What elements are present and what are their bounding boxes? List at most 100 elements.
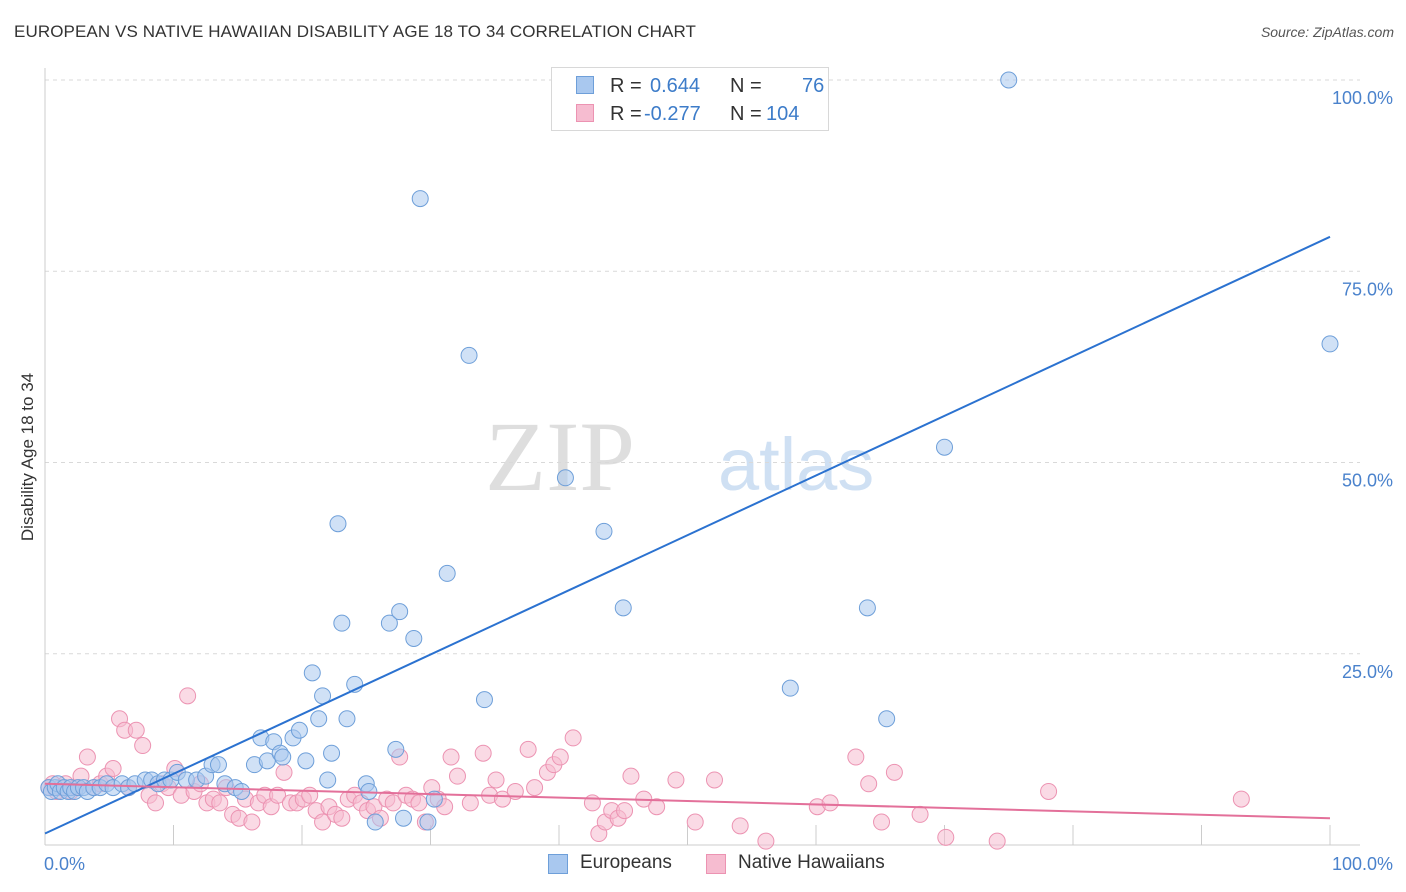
r-value: -0.277 [644, 103, 701, 125]
native-hawaiians-point [410, 794, 428, 812]
europeans-point [323, 744, 341, 762]
europeans-point [391, 603, 409, 621]
r-label: R = [610, 75, 642, 97]
gridlines [45, 79, 1360, 655]
y-axis-label: Disability Age 18 to 34 [18, 372, 37, 542]
y-tick-label: 25.0% [1342, 662, 1393, 682]
europeans-point [319, 771, 337, 789]
native-hawaiians-point [873, 813, 891, 831]
native-hawaiians-point [104, 760, 122, 777]
europeans-point [333, 614, 351, 632]
europeans-point [1321, 335, 1339, 353]
native-hawaiians-point [442, 748, 460, 766]
europeans-trend-line [44, 235, 1331, 835]
native-hawaiians-point [487, 771, 505, 789]
europeans-point [878, 710, 896, 728]
pink-swatch [576, 104, 594, 122]
native-hawaiians-point [275, 763, 293, 781]
native-hawaiians-point [705, 771, 723, 789]
native-hawaiians-point [860, 775, 878, 793]
native-hawaiians-point [333, 809, 351, 827]
europeans-point [858, 599, 876, 617]
europeans-point [460, 346, 478, 364]
n-label: N = [730, 103, 762, 125]
native-hawaiians-point [461, 794, 479, 812]
watermark-atlas: atlas [718, 423, 874, 506]
europeans-point [614, 599, 632, 617]
y-tick-label: 50.0% [1342, 471, 1393, 491]
europeans-point [303, 664, 321, 682]
europeans-point [411, 190, 429, 208]
axes [44, 68, 1360, 846]
europeans-point [274, 748, 292, 766]
native-hawaiians-point [731, 817, 749, 835]
europeans-point [338, 710, 356, 728]
trend-lines [44, 235, 1331, 835]
native-hawaiians-point [821, 794, 839, 812]
native-hawaiians-point [147, 794, 165, 812]
native-hawaiians-point [211, 794, 229, 812]
native-hawaiians-point [78, 748, 96, 766]
europeans-point [233, 782, 251, 800]
x-tick-label: 0.0% [44, 854, 85, 874]
europeans-point [595, 522, 613, 540]
europeans-point [419, 813, 437, 831]
y-tick-label: 75.0% [1342, 279, 1393, 299]
legend-label: Native Hawaiians [738, 852, 885, 873]
native-hawaiians-point [988, 832, 1006, 850]
native-hawaiians-point [564, 729, 582, 747]
native-hawaiians-point [648, 798, 666, 816]
europeans-point [329, 515, 347, 533]
europeans-point [387, 740, 405, 758]
europeans-point [936, 438, 953, 456]
native-hawaiians-point [448, 767, 466, 785]
native-hawaiians-point [911, 805, 929, 823]
native-hawaiians-point [622, 767, 640, 785]
europeans-points [40, 71, 1339, 831]
europeans-point [297, 752, 315, 770]
native-hawaiians-point [134, 737, 152, 755]
native-hawaiians-point [243, 813, 261, 831]
native-hawaiians-point [127, 721, 145, 739]
native-hawaiians-point [474, 744, 492, 762]
europeans-point [209, 756, 227, 774]
native-hawaiians-point [551, 748, 569, 766]
europeans-point [438, 564, 456, 582]
source-label: Source: ZipAtlas.com [1260, 24, 1394, 40]
europeans-point [395, 809, 413, 827]
native-hawaiians-point [885, 763, 903, 781]
watermark-zip: ZIP [485, 401, 635, 512]
europeans-point [556, 469, 574, 487]
native-hawaiians-point [179, 687, 197, 705]
native-hawaiians-point [757, 832, 775, 850]
europeans-point [475, 691, 493, 709]
blue-swatch [576, 76, 594, 94]
native-hawaiians-point [519, 740, 537, 758]
native-hawaiians-point [301, 786, 319, 804]
native-hawaiians-point [667, 771, 685, 789]
europeans-point [366, 813, 384, 831]
correlation-legend: R = 0.644 N = 76 R = -0.277 N = 104 [551, 67, 829, 131]
europeans-point [1000, 71, 1018, 89]
europeans-point [380, 614, 398, 632]
watermark: ZIP atlas [485, 401, 874, 512]
native-hawaiians-point [384, 794, 402, 812]
y-tick-label: 100.0% [1332, 88, 1393, 108]
blue-swatch [548, 854, 568, 874]
n-value: 76 [802, 75, 825, 97]
native-hawaiians-point [616, 802, 634, 820]
y-tick-labels: 25.0% 50.0% 75.0% 100.0% [1332, 88, 1393, 682]
r-label: R = [610, 103, 642, 125]
europeans-point [781, 679, 799, 697]
europeans-point [405, 629, 423, 647]
pink-swatch [706, 854, 726, 874]
native-hawaiians-point [1232, 790, 1250, 808]
legend-label: Europeans [580, 852, 672, 873]
native-hawaiians-point [526, 779, 544, 797]
europeans-point [310, 710, 328, 728]
native-hawaiians-point [937, 828, 955, 846]
chart-title: EUROPEAN VS NATIVE HAWAIIAN DISABILITY A… [14, 22, 697, 41]
n-label: N = [730, 75, 762, 97]
n-value: 104 [766, 103, 800, 125]
